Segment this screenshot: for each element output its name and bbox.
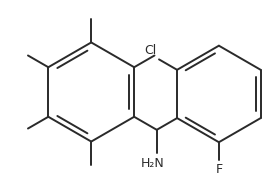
Text: H₂N: H₂N: [141, 157, 165, 170]
Text: F: F: [215, 163, 222, 176]
Text: Cl: Cl: [144, 44, 157, 57]
